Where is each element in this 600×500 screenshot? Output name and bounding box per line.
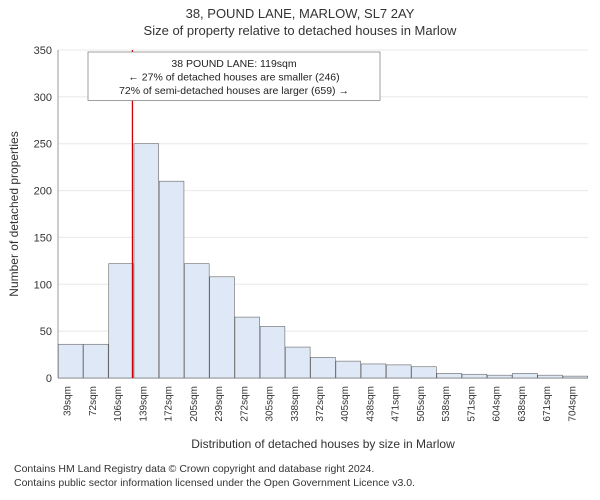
x-tick-label: 704sqm xyxy=(567,386,578,422)
histogram-bar xyxy=(412,367,437,378)
y-tick-label: 0 xyxy=(46,373,52,385)
histogram-bar xyxy=(361,364,386,378)
histogram-bar xyxy=(487,375,512,378)
x-tick-label: 205sqm xyxy=(189,386,200,422)
x-axis-label: Distribution of detached houses by size … xyxy=(191,437,455,451)
x-tick-label: 505sqm xyxy=(416,386,427,422)
x-tick-label: 338sqm xyxy=(290,386,301,422)
histogram-bar xyxy=(58,344,83,378)
histogram-bar xyxy=(134,144,159,378)
annotation-line: 72% of semi-detached houses are larger (… xyxy=(119,85,349,97)
histogram-bar xyxy=(336,361,361,378)
histogram-bar xyxy=(311,357,336,378)
histogram-bar xyxy=(386,365,411,378)
x-tick-label: 571sqm xyxy=(466,386,477,422)
y-tick-label: 150 xyxy=(34,232,52,244)
histogram-bar xyxy=(437,373,462,378)
x-tick-label: 438sqm xyxy=(365,386,376,422)
y-axis-label: Number of detached properties xyxy=(7,131,21,296)
title-main: 38, POUND LANE, MARLOW, SL7 2AY xyxy=(0,6,600,21)
histogram-svg: 0 50 100 150 200 250 300 350 39sqm 72sqm 106sqm 139… xyxy=(0,38,600,458)
y-tick-label: 50 xyxy=(40,326,52,338)
y-tick-label: 300 xyxy=(34,92,52,104)
histogram-bar xyxy=(260,326,285,378)
histogram-bar xyxy=(285,347,310,378)
histogram-bar xyxy=(109,264,134,378)
histogram-bar xyxy=(513,373,538,378)
histogram-bar xyxy=(159,181,184,378)
chart-area: 0 50 100 150 200 250 300 350 39sqm 72sqm 106sqm 139… xyxy=(0,38,600,458)
histogram-bar xyxy=(538,375,563,378)
x-tick-label: 305sqm xyxy=(265,386,276,422)
histogram-bar xyxy=(235,317,260,378)
title-sub: Size of property relative to detached ho… xyxy=(0,23,600,38)
histogram-bar xyxy=(184,264,209,378)
x-tick-label: 39sqm xyxy=(63,386,74,416)
annotation-line: 38 POUND LANE: 119sqm xyxy=(171,58,297,70)
histogram-bar xyxy=(563,376,588,378)
y-tick-label: 250 xyxy=(34,139,52,151)
x-tick-label: 671sqm xyxy=(542,386,553,422)
x-tick-label: 239sqm xyxy=(214,386,225,422)
x-tick-label: 538sqm xyxy=(441,386,452,422)
x-tick-label: 471sqm xyxy=(391,386,402,422)
x-tick-label: 604sqm xyxy=(492,386,503,422)
y-tick-label: 200 xyxy=(34,186,52,198)
chart-footer: Contains HM Land Registry data © Crown c… xyxy=(0,458,600,490)
y-tick-label: 100 xyxy=(34,279,52,291)
histogram-bar xyxy=(210,277,235,378)
x-tick-label: 72sqm xyxy=(88,386,99,416)
x-tick-label: 372sqm xyxy=(315,386,326,422)
histogram-bar xyxy=(462,374,487,378)
histogram-bar xyxy=(83,344,108,378)
y-tick-label: 350 xyxy=(34,45,52,57)
x-tick-label: 106sqm xyxy=(113,386,124,422)
annotation-line: ← 27% of detached houses are smaller (24… xyxy=(128,72,339,84)
x-tick-label: 172sqm xyxy=(164,386,175,422)
footer-line-1: Contains HM Land Registry data © Crown c… xyxy=(14,462,586,476)
x-tick-label: 638sqm xyxy=(517,386,528,422)
footer-line-2: Contains public sector information licen… xyxy=(14,476,586,490)
x-tick-label: 272sqm xyxy=(239,386,250,422)
x-tick-label: 405sqm xyxy=(340,386,351,422)
x-tick-label: 139sqm xyxy=(138,386,149,422)
chart-header: 38, POUND LANE, MARLOW, SL7 2AY Size of … xyxy=(0,0,600,38)
